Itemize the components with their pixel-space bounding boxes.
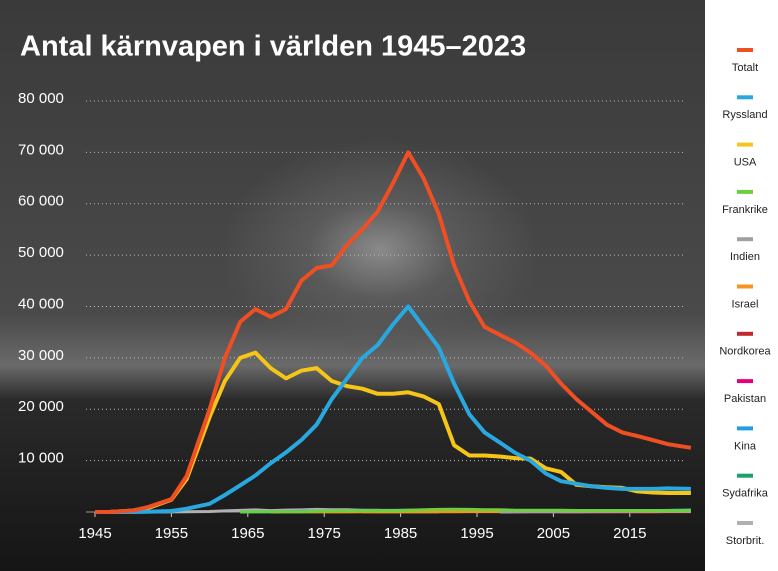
y-tick-label: 70 000 — [18, 141, 64, 158]
x-tick-label: 1955 — [155, 525, 188, 542]
x-tick-label: 1995 — [460, 525, 493, 542]
x-tick-label: 2015 — [613, 525, 646, 542]
legend-label: Pakistan — [724, 393, 766, 405]
legend-label: Frankrike — [722, 204, 768, 216]
y-tick-label: 30 000 — [18, 347, 64, 364]
x-tick-label: 1985 — [384, 525, 417, 542]
x-tick-label: 2005 — [537, 525, 570, 542]
legend-label: USA — [734, 157, 757, 169]
legend-label: Kina — [734, 440, 757, 452]
legend-label: Totalt — [732, 62, 758, 74]
y-tick-label: 80 000 — [18, 90, 64, 107]
y-tick-label: 60 000 — [18, 193, 64, 210]
x-tick-label: 1945 — [78, 525, 111, 542]
x-tick-label: 1965 — [231, 525, 264, 542]
chart-title: Antal kärnvapen i världen 1945–2023 — [20, 31, 526, 63]
series-line — [95, 304, 691, 514]
series-line — [240, 507, 691, 514]
y-tick-label: 10 000 — [18, 450, 64, 467]
legend-label: Ryssland — [722, 109, 767, 121]
legend-label: Sydafrika — [722, 488, 769, 500]
y-tick-label: 40 000 — [18, 295, 64, 312]
series-line — [94, 150, 692, 514]
legend-label: Indien — [730, 251, 760, 263]
x-tick-label: 1975 — [308, 525, 341, 542]
legend-label: Storbrit. — [726, 535, 765, 547]
legend-label: Nordkorea — [719, 346, 771, 358]
y-tick-label: 20 000 — [18, 398, 64, 415]
legend-label: Israel — [732, 298, 759, 310]
y-tick-label: 50 000 — [18, 244, 64, 261]
